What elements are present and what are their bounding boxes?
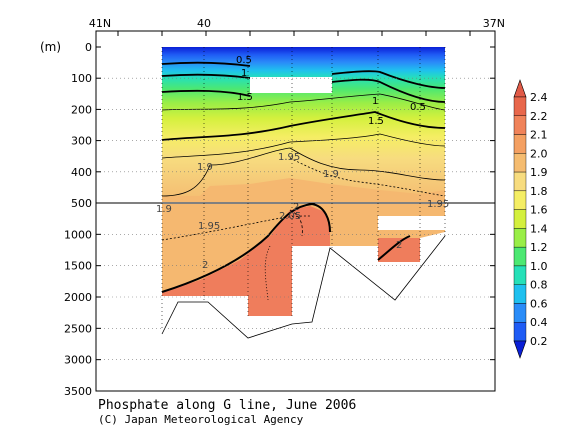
x-tick-label: 41N	[89, 17, 111, 30]
white-gap-100m	[250, 77, 332, 93]
contour-label: 1	[372, 96, 378, 107]
colorbar-label: 0.4	[530, 316, 548, 329]
colorbar-top-arrow	[513, 79, 527, 98]
colorbar-label: 2.1	[530, 129, 548, 142]
contour-label: 1.95	[198, 221, 220, 232]
y-tick-label: 400	[71, 166, 92, 179]
chart-credit: (C) Japan Meteorological Agency	[98, 413, 304, 426]
contour-label: 1.9	[156, 204, 172, 215]
contour-labels: 0.5 1 1.5 1 0.5 1.5 1.9 1.95 1.9 1.9 1.9…	[156, 55, 449, 271]
colorbar-segment	[513, 303, 527, 323]
colorbar-label: 1.2	[530, 241, 548, 254]
colorbar-segment	[513, 153, 527, 173]
contour-2-main	[161, 202, 331, 293]
x-axis: 41N 40 37N	[89, 17, 505, 36]
colorbar-label: 1.9	[530, 166, 548, 179]
contour-label: 1.95	[278, 152, 300, 163]
contour-label: 1.5	[237, 92, 253, 103]
contour-label: 1.95	[427, 199, 449, 210]
x-tick-label: 40	[197, 17, 211, 30]
colorbar-segment	[513, 115, 527, 135]
y-tick-label: 2500	[64, 322, 92, 335]
contours	[161, 61, 446, 301]
y-tick-label: 200	[71, 103, 92, 116]
orange-belt	[162, 178, 445, 202]
colorbar-label: 2.4	[530, 91, 548, 104]
y-tick-label: 0	[85, 41, 92, 54]
colorbar-label: 2.2	[530, 110, 548, 123]
white-gap-900m	[378, 216, 445, 230]
y-tick-label: 500	[71, 197, 92, 210]
colorbar-label: 1.6	[530, 204, 548, 217]
colorbar-segment	[513, 284, 527, 304]
contour-1-95-lower	[161, 215, 311, 241]
colorbar-segment	[513, 96, 527, 116]
colorbar-bottom-arrow	[513, 340, 527, 359]
contour-label: 2	[396, 240, 402, 251]
contour-mid-2	[161, 133, 446, 159]
contour-1-left	[161, 73, 251, 79]
colorbar-segment	[513, 228, 527, 248]
colorbar-label: 1.4	[530, 222, 548, 235]
colorbar-segment	[513, 209, 527, 229]
contour-1-5-left	[161, 89, 251, 97]
y-tick-label: 1500	[64, 260, 92, 273]
upper-field	[162, 47, 445, 202]
colorbar-label: 1.8	[530, 185, 548, 198]
contour-label: 2	[202, 260, 208, 271]
station-lines	[161, 47, 446, 330]
colorbar-segment	[513, 322, 527, 342]
contour-1-9	[161, 147, 446, 197]
y-axis: 0 100 200 300 400 500 1000 1500 2000 2500 3000 3500	[64, 41, 495, 398]
y-tick-label: 100	[71, 72, 92, 85]
contour-label: 1.5	[368, 116, 384, 127]
colorbar-label: 0.6	[530, 297, 548, 310]
chart-title: Phosphate along G line, June 2006	[98, 398, 356, 413]
lower-dark-patch	[162, 206, 330, 316]
colorbar-label: 1.0	[530, 260, 548, 273]
contour-1-5-right	[161, 111, 446, 141]
contour-label: 0.5	[236, 55, 252, 66]
bottom-topography	[161, 235, 446, 339]
y-tick-label: 1000	[64, 228, 92, 241]
colorbar-segment	[513, 246, 527, 267]
contour-0-5-right	[331, 70, 446, 89]
contour-label: 1.9	[323, 169, 339, 180]
colorbar-segment	[513, 265, 527, 285]
colorbar-segment	[513, 171, 527, 192]
data-field	[162, 47, 445, 316]
y-tick-label: 3500	[64, 385, 92, 398]
y-tick-label: 3000	[64, 354, 92, 367]
plot-frame	[95, 30, 496, 392]
colorbar-label: 2.0	[530, 147, 548, 160]
colorbar-segment	[513, 134, 527, 154]
colorbar-label: 0.2	[530, 335, 548, 348]
y-tick-label: 300	[71, 135, 92, 148]
x-tick-label: 37N	[483, 17, 505, 30]
lower-right-patch	[378, 238, 420, 262]
contour-label: 1	[241, 68, 247, 79]
contour-0-5-left	[161, 61, 251, 67]
contour-label: 2.05	[279, 211, 301, 222]
contour-label: 1.9	[197, 162, 213, 173]
colorbar-label: 0.8	[530, 279, 548, 292]
contour-label: 2	[293, 202, 299, 213]
colorbar-segment	[513, 190, 527, 210]
colorbar: 0.2 0.4 0.6 0.8 1.0 1.2 1.4 1.6 1.8 1.9 2.0 2.1 2.2 2…	[513, 79, 548, 359]
contour-2-right	[377, 235, 411, 261]
contour-label: 0.5	[410, 102, 426, 113]
y-unit-label: (m)	[40, 40, 61, 54]
contour-1-95-upper	[289, 157, 446, 197]
y-tick-label: 2000	[64, 291, 92, 304]
contour-1-right	[331, 78, 446, 103]
depth-gridlines	[96, 77, 495, 360]
